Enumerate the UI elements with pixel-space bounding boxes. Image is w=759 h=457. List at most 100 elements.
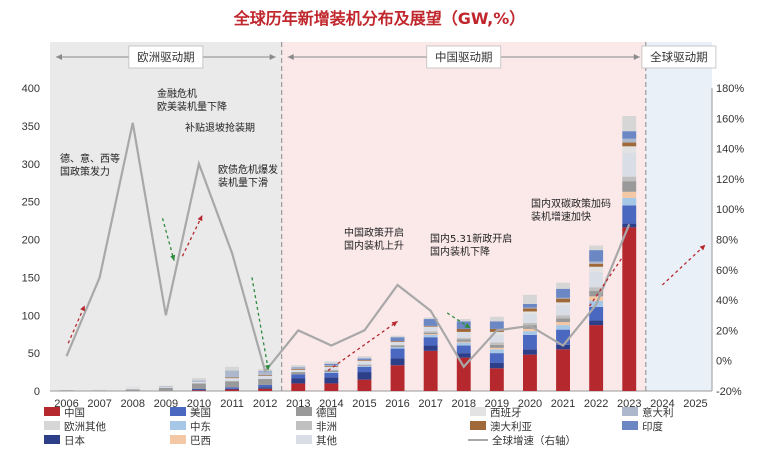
bar-segment [390, 347, 405, 349]
x-tick-label: 2007 [87, 398, 111, 410]
bar-segment [622, 138, 637, 143]
bar-segment [324, 363, 339, 366]
bar-segment [125, 389, 140, 391]
period-label: 全球驱动期 [650, 50, 708, 64]
annotation-line: 装机量下滑 [218, 176, 268, 189]
bar-segment [357, 365, 372, 367]
period-bg-global [645, 42, 712, 391]
period-label: 欧洲驱动期 [137, 50, 195, 64]
legend-label: 印度 [642, 420, 663, 433]
bar-segment [324, 365, 339, 367]
legend-swatch [170, 407, 186, 416]
legend-swatch [622, 421, 638, 430]
y-tick-label: 350 [22, 121, 40, 133]
annotation-line: 欧美装机量下降 [157, 100, 227, 113]
bar-segment [622, 181, 637, 192]
y2-tick-label: 80% [716, 235, 738, 247]
bar-segment [522, 328, 537, 332]
bar-segment [357, 360, 372, 365]
bar-segment [324, 366, 339, 370]
bar-segment [125, 388, 140, 390]
trend-arrow [327, 320, 398, 372]
legend-label: 意大利 [642, 406, 674, 419]
annotation-line: 中国政策开启 [344, 226, 404, 239]
legend-label: 西班牙 [490, 407, 522, 419]
legend-swatch [470, 407, 486, 416]
annotations: 德、意、西等国政策发力 金融危机欧美装机量下降补贴退坡抢装期欧债危机爆发装机量下滑… [60, 87, 611, 258]
bar-segment [522, 311, 537, 314]
bar-segment [489, 334, 504, 343]
chart-title: 全球历年新增装机分布及展望（GW,%） [233, 9, 526, 28]
bar-segment [489, 331, 504, 335]
bar-segment [622, 152, 637, 177]
period-arrowhead [633, 54, 640, 60]
trend-arrow [251, 277, 270, 371]
trend-arrow [67, 305, 86, 344]
bar-segment [556, 344, 571, 350]
legend-label: 中东 [190, 420, 211, 433]
trend-arrows [67, 214, 706, 372]
bar-segment [456, 353, 471, 358]
bar-segment [357, 372, 372, 380]
annotation-line: 国内装机上升 [344, 239, 404, 252]
bar-segment [489, 368, 504, 391]
bar-segment [423, 332, 438, 335]
bar-segment [158, 385, 173, 387]
bar-segment [92, 390, 107, 391]
y-tick-label: 400 [22, 83, 40, 95]
bar-segment [357, 366, 372, 373]
bar-segment [589, 245, 604, 251]
bar-segment [191, 388, 206, 390]
annotation-line: 国内双碳政策加码 [531, 197, 611, 210]
bar-segment [556, 304, 571, 316]
x-tick-label: 2012 [253, 398, 277, 410]
bar-segment [522, 349, 537, 355]
legend-swatch [44, 407, 60, 416]
x-tick-label: 2020 [518, 398, 542, 410]
bar-segment [225, 388, 240, 390]
bar-segment [225, 366, 240, 371]
bar-segment [489, 344, 504, 348]
annotation: 金融危机欧美装机量下降 [157, 87, 227, 113]
legend-label: 全球增速（右轴） [492, 434, 576, 447]
x-tick-label: 2018 [452, 398, 476, 410]
legend-label: 德国 [316, 406, 337, 419]
trend-arrowhead [699, 244, 706, 251]
bar-segment [556, 322, 571, 326]
y2-tick-label: 180% [716, 83, 744, 95]
bar-segment [357, 358, 372, 360]
bar-segment [589, 272, 604, 288]
bar-segment [125, 386, 140, 389]
y-tick-label: 0 [34, 386, 40, 398]
bar-segment [589, 266, 604, 273]
bar-segment [489, 353, 504, 363]
legend-label: 其他 [316, 434, 337, 447]
bar-segment [456, 357, 471, 391]
trend-arrow [661, 244, 706, 286]
x-tick-label: 2025 [683, 398, 707, 410]
legend-label: 中国 [64, 406, 85, 419]
bar-segment [390, 348, 405, 359]
annotation: 国内双碳政策加码装机增速加快 [531, 197, 611, 223]
bar-segment [456, 339, 471, 342]
bar-segment [589, 325, 604, 391]
bar-segment [191, 383, 206, 389]
legend-swatch [170, 435, 186, 444]
legend-label: 日本 [64, 434, 85, 447]
x-tick-label: 2010 [187, 398, 211, 410]
bar-segment [158, 386, 173, 388]
annotation: 欧债危机爆发装机量下滑 [218, 163, 278, 189]
bar-segment [522, 294, 537, 304]
legend-swatch [296, 421, 312, 430]
bar-segment [59, 390, 74, 391]
bar-segment [390, 344, 405, 346]
bar-segment [522, 307, 537, 309]
bar-segment [324, 372, 339, 373]
bar-segment [357, 366, 372, 367]
trend-arrow [446, 312, 471, 329]
bar-segment [423, 317, 438, 320]
y2-tick-label: 0% [716, 356, 732, 368]
bar-segment [423, 350, 438, 391]
y2-tick-label: 60% [716, 265, 738, 277]
bar-segment [225, 381, 240, 388]
